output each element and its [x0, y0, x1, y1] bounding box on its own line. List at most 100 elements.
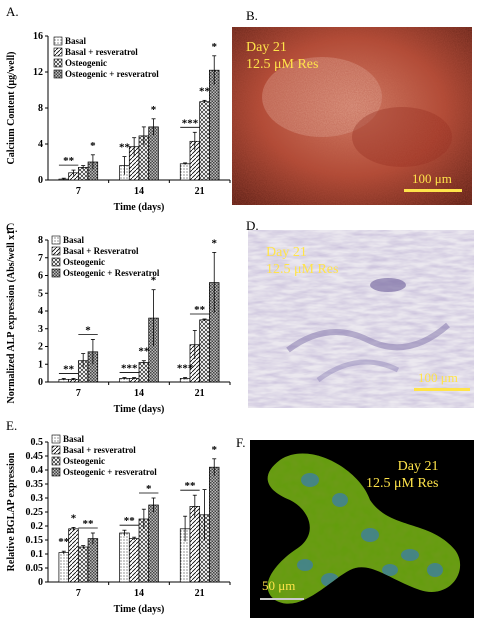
x-axis-label: Time (days)	[114, 404, 165, 415]
x-axis-label: Time (days)	[114, 202, 165, 213]
x-tick-label: 21	[195, 186, 205, 197]
photo-b-scale-bar	[404, 189, 462, 192]
legend-swatch	[51, 268, 61, 278]
legend-label: Osteogenic + resveratrol	[63, 467, 157, 477]
x-tick-label: 7	[76, 588, 81, 599]
significance-marker: *	[71, 512, 77, 524]
legend-swatch	[51, 246, 61, 256]
significance-marker: ***	[177, 363, 194, 375]
legend-swatch	[53, 69, 63, 79]
y-tick-label: 0.45	[26, 451, 44, 462]
legend-label: Basal + Resveratrol	[63, 246, 139, 256]
y-tick-label: 16	[33, 31, 43, 42]
significance-marker: *	[151, 275, 157, 287]
significance-marker: **	[138, 346, 150, 358]
legend-label: Osteogenic + resveratrol	[65, 69, 159, 79]
micrograph-fluorescence: Day 21 12.5 μM Res 50 μm	[250, 440, 474, 618]
legend-swatch	[51, 467, 61, 477]
y-tick-label: 0.2	[31, 521, 44, 532]
bar	[87, 538, 99, 583]
photo-f-scale-label: 50 μm	[262, 578, 296, 593]
bar	[68, 528, 79, 583]
bar	[138, 362, 150, 383]
legend-swatch	[51, 456, 61, 466]
bar	[179, 163, 191, 181]
significance-marker: *	[211, 41, 217, 53]
legend-label: Osteogenic	[63, 456, 105, 466]
chart-calcium-content: 0 4 8 12 16 Calcium Content (µg/well) Time (da…	[6, 31, 231, 213]
significance-marker: **	[58, 536, 70, 548]
significance-marker: **	[199, 85, 211, 97]
significance-marker: **	[194, 304, 206, 316]
y-tick-label: 7	[38, 253, 43, 264]
bar	[148, 504, 159, 583]
legend-label: Basal	[63, 235, 85, 245]
panel-label-c: C.	[6, 220, 18, 235]
significance-marker: **	[63, 155, 75, 167]
photo-d-caption: Day 21 12.5 μM Res	[266, 244, 338, 278]
bar	[199, 101, 210, 181]
bar	[119, 532, 130, 583]
photo-b-scale-label: 100 μm	[412, 171, 452, 186]
y-tick-label: 4	[38, 306, 43, 317]
x-axis-label: Time (days)	[114, 604, 165, 615]
legend-label: Osteogenic + Resveratrol	[63, 268, 160, 278]
significance-marker: *	[211, 237, 217, 249]
legend-label: Osteogenic	[65, 58, 107, 68]
y-tick-label: 8	[38, 235, 43, 246]
y-axis-label: Relative BGLAP expression	[6, 452, 17, 571]
legend-label: Osteogenic	[63, 257, 105, 267]
chart-bglap-expression: 0 0.05 0.1 0.15 0.2 0.25 0.3 0.35 0.4 0.45 0.5 Rela…	[6, 434, 231, 615]
bar	[209, 69, 220, 181]
y-tick-label: 2	[38, 342, 43, 353]
panel-label-d: D.	[246, 218, 259, 233]
significance-marker: **	[124, 515, 136, 527]
legend-swatch	[53, 36, 63, 46]
y-tick-label: 3	[38, 324, 43, 335]
photo-b-day: Day 21	[246, 40, 287, 55]
panel-label-f: F.	[236, 435, 246, 450]
photo-b-caption: Day 21 12.5 μM Res	[246, 39, 318, 73]
x-tick-label: 14	[134, 388, 144, 399]
bar	[189, 506, 201, 583]
y-tick-label: 0	[38, 577, 43, 588]
y-tick-label: 5	[38, 288, 43, 299]
y-tick-label: 6	[38, 271, 43, 282]
y-tick-label: 4	[38, 139, 43, 150]
y-axis-label: Calcium Content (µg/well)	[6, 52, 17, 165]
y-tick-label: 0.35	[26, 479, 44, 490]
bar	[199, 319, 210, 383]
legend-swatch	[51, 434, 61, 444]
y-tick-label: 0.5	[31, 437, 44, 448]
bar	[209, 466, 220, 583]
panel-label-b: B.	[246, 8, 258, 23]
y-axis-label: Normalized ALP expression (Abs/well x10⁶…	[6, 228, 17, 404]
legend-label: Basal	[63, 434, 85, 444]
y-tick-label: 0.1	[31, 549, 44, 560]
y-tick-label: 0	[38, 377, 43, 388]
bar	[128, 538, 140, 583]
chart-alp-expression: 0 1 2 3 4 5 6 7 8 Normalized ALP expression (Abs/…	[6, 228, 231, 415]
photo-f-concentration: 12.5 μM Res	[366, 476, 439, 491]
micrograph-alizarin-red: Day 21 12.5 μM Res 100 μm	[232, 27, 472, 205]
bar	[77, 546, 89, 583]
y-tick-label: 0.25	[26, 507, 44, 518]
photo-d-day: Day 21	[266, 245, 307, 260]
legend-swatch	[51, 235, 61, 245]
legend-swatch	[51, 257, 61, 267]
panel-label-a: A.	[6, 4, 19, 19]
significance-marker: **	[83, 518, 95, 530]
photo-f-caption: Day 21 12.5 μM Res	[366, 458, 438, 492]
significance-marker: *	[151, 104, 157, 116]
bar	[77, 167, 89, 181]
photo-b-concentration: 12.5 μM Res	[246, 57, 319, 72]
significance-marker: ***	[121, 363, 138, 375]
significance-marker: **	[119, 142, 131, 154]
x-tick-label: 21	[195, 388, 205, 399]
significance-marker: **	[184, 480, 196, 492]
significance-marker: *	[85, 324, 91, 336]
x-tick-label: 21	[195, 588, 205, 599]
y-tick-label: 0.4	[31, 465, 44, 476]
photo-f-scale-bar	[260, 598, 304, 600]
legend-label: Basal	[65, 36, 87, 46]
